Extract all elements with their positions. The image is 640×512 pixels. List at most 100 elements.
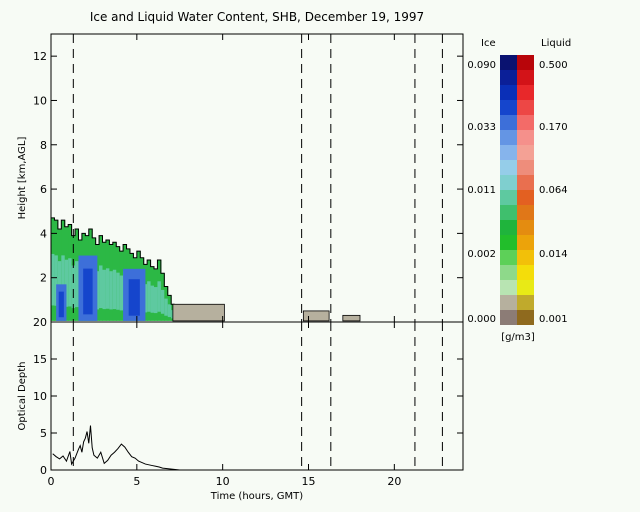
liquid-swatch xyxy=(517,235,534,250)
bottom-dashed-lines xyxy=(72,322,443,470)
cloud-column-core xyxy=(54,255,59,306)
liquid-swatch xyxy=(517,100,534,115)
ice-core-dense xyxy=(83,268,93,315)
cloud-content xyxy=(51,217,361,322)
cloud-column-core xyxy=(71,265,76,309)
cloud-column-core xyxy=(119,275,124,311)
cloud-column-core xyxy=(150,285,155,313)
colorbar-ice-ticks: 0.090 0.033 0.011 0.002 0.000 xyxy=(467,60,496,325)
cloud-column-core xyxy=(61,255,66,306)
liquid-swatch xyxy=(517,190,534,205)
ice-swatch xyxy=(500,235,517,250)
ice-swatch xyxy=(500,265,517,280)
liquid-swatch xyxy=(517,220,534,235)
ice-tick-label: 0.033 xyxy=(467,122,496,133)
ice-swatch xyxy=(500,175,517,190)
bottom-y-ticks: 0 5 10 15 20 xyxy=(33,316,463,477)
top-y-ticks: 2 4 6 8 10 12 xyxy=(33,50,463,285)
cloud-column-core xyxy=(64,259,69,307)
cloud-column-core xyxy=(157,281,162,312)
y-tick-label: 4 xyxy=(40,227,47,240)
top-dashed-lines xyxy=(72,34,443,322)
ice-core-dense xyxy=(58,291,64,318)
top-x-ticks xyxy=(50,34,395,322)
liquid-tick-label: 0.500 xyxy=(539,60,568,71)
x-tick-label: 10 xyxy=(216,475,230,488)
colorbar-liquid-ticks: 0.500 0.170 0.064 0.014 0.001 xyxy=(539,60,568,325)
ice-core-dense xyxy=(128,279,140,316)
ice-swatch xyxy=(500,160,517,175)
bottom-x-ticks: 0 5 10 15 20 xyxy=(48,322,401,488)
cloud-column-core xyxy=(95,271,100,310)
chart-title: Ice and Liquid Water Content, SHB, Decem… xyxy=(90,10,424,24)
top-y-axis-label: Height [km,AGL] xyxy=(17,137,28,220)
y-tick-label: 20 xyxy=(33,316,47,329)
y-tick-label: 10 xyxy=(33,94,47,107)
cloud-column-core xyxy=(57,261,62,308)
cloud-column-core xyxy=(68,258,73,307)
ice-swatch xyxy=(500,85,517,100)
cloud-column-core xyxy=(51,253,55,306)
cloud-column-core xyxy=(147,281,152,312)
ice-swatch xyxy=(500,295,517,310)
liquid-swatch xyxy=(517,70,534,85)
cloud-column-core xyxy=(164,298,169,316)
liquid-swatch xyxy=(517,55,534,70)
cloud-column-core xyxy=(105,268,110,309)
ice-swatch xyxy=(500,310,517,325)
liquid-swatch xyxy=(517,205,534,220)
liquid-tick-label: 0.014 xyxy=(539,249,568,260)
cloud-column-core xyxy=(109,271,114,310)
liquid-tick-label: 0.170 xyxy=(539,122,568,133)
colorbar-units: [g/m3] xyxy=(501,332,535,343)
y-tick-label: 5 xyxy=(40,427,47,440)
ice-swatch xyxy=(500,130,517,145)
colorbar-liquid-swatches xyxy=(517,55,534,325)
cloud-column-core xyxy=(116,272,121,310)
y-tick-label: 6 xyxy=(40,183,47,196)
cloud-column-core xyxy=(167,304,172,318)
ice-swatch xyxy=(500,55,517,70)
ice-swatch xyxy=(500,280,517,295)
cloud-column-core xyxy=(160,289,165,314)
cloud-column-core xyxy=(112,269,117,310)
cloud-top-outline xyxy=(51,217,175,305)
liquid-swatch xyxy=(517,295,534,310)
drizzle-block xyxy=(172,303,225,322)
bottom-plot-area xyxy=(51,322,463,470)
liquid-swatch xyxy=(517,130,534,145)
x-tick-label: 5 xyxy=(133,475,140,488)
ice-tick-label: 0.002 xyxy=(467,249,496,260)
ice-swatch xyxy=(500,115,517,130)
ice-swatch xyxy=(500,100,517,115)
liquid-tick-label: 0.064 xyxy=(539,185,568,196)
x-tick-label: 0 xyxy=(48,475,55,488)
ice-swatch xyxy=(500,70,517,85)
liquid-swatch xyxy=(517,280,534,295)
colorbar: Ice Liquid 0.090 0.033 0.011 0.002 0.000 0.5… xyxy=(467,38,571,343)
liquid-swatch xyxy=(517,310,534,325)
ice-swatch xyxy=(500,190,517,205)
ice-swatch xyxy=(500,250,517,265)
ice-swatch xyxy=(500,220,517,235)
ice-swatch xyxy=(500,205,517,220)
ice-tick-label: 0.000 xyxy=(467,314,496,325)
liquid-swatch xyxy=(517,85,534,100)
y-tick-label: 8 xyxy=(40,139,47,152)
liquid-tick-label: 0.001 xyxy=(539,314,568,325)
cloud-column-core xyxy=(102,269,107,310)
liquid-swatch xyxy=(517,160,534,175)
liquid-swatch xyxy=(517,250,534,265)
y-tick-label: 0 xyxy=(40,464,47,477)
colorbar-ice-swatches xyxy=(500,55,517,325)
x-tick-label: 15 xyxy=(302,475,316,488)
colorbar-liquid-label: Liquid xyxy=(541,38,571,49)
ice-tick-label: 0.011 xyxy=(467,185,496,196)
y-tick-label: 10 xyxy=(33,390,47,403)
colorbar-ice-label: Ice xyxy=(481,38,496,49)
y-tick-label: 2 xyxy=(40,272,47,285)
x-tick-label: 20 xyxy=(387,475,401,488)
bottom-panel: 0 5 10 15 20 0 5 10 15 20 Optical Depth Time (ho… xyxy=(17,316,464,502)
cloud-column-core xyxy=(75,261,79,308)
